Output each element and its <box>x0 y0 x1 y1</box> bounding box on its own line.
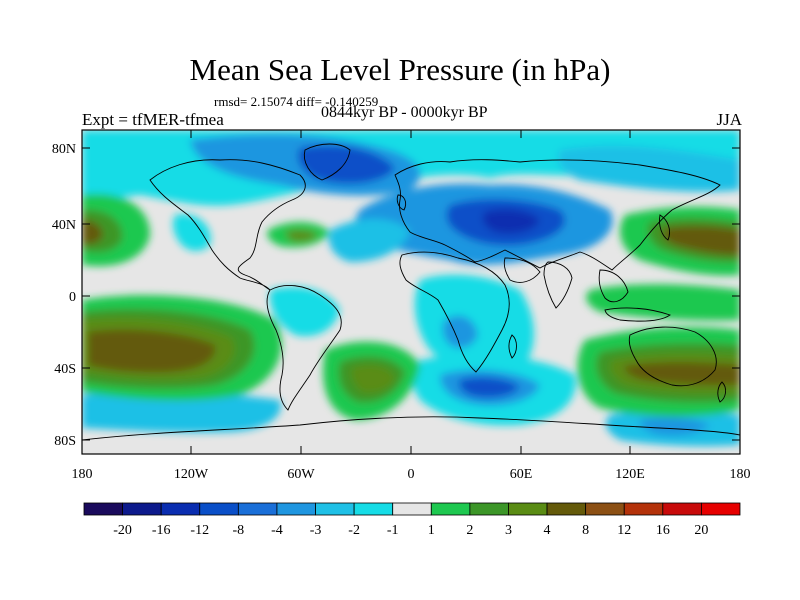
lat-label: 80S <box>54 434 76 449</box>
coast-uk <box>396 194 407 211</box>
colorbar-label: -1 <box>387 523 399 538</box>
coast-greenland <box>303 143 351 181</box>
lat-labels: 80N 40N 0 40S 80S <box>52 142 76 449</box>
coast-japan <box>659 214 671 241</box>
colorbar-label: -4 <box>271 523 283 538</box>
coast-south-america <box>266 284 342 411</box>
coast-australia <box>628 326 717 387</box>
blue-atlantic <box>328 218 410 262</box>
season-label: JJA <box>716 110 742 129</box>
colorbar-swatch <box>122 502 162 516</box>
cyan-siberia <box>558 145 740 192</box>
chart-title: Mean Sea Level Pressure (in hPa) <box>189 52 611 87</box>
colorbar-label: 1 <box>428 523 435 538</box>
coast-north-america <box>149 159 306 291</box>
colorbar-label: -16 <box>152 523 171 538</box>
colorbar-swatch <box>237 502 278 516</box>
coast-europe-asia <box>394 159 721 271</box>
coast-india <box>543 261 573 309</box>
brown-pacific-ne <box>662 225 740 256</box>
blue-southern-indian-core <box>459 377 520 398</box>
lon-label: 60W <box>287 467 315 482</box>
colorbar-label: 3 <box>505 523 512 538</box>
green-indian-tropics <box>586 284 740 321</box>
colorbar-swatch <box>315 502 355 516</box>
colorbar-label: -12 <box>190 523 209 538</box>
lon-labels: 180 120W 60W 0 60E 120E 180 <box>72 467 751 482</box>
coast-southeast-asia <box>598 269 629 303</box>
lat-label: 40N <box>52 218 76 233</box>
colorbar-swatch <box>508 502 548 516</box>
colorbar-label: 8 <box>582 523 589 538</box>
experiment-label: Expt = tfMER-tfmea <box>82 110 224 129</box>
olive2-atlantic-south <box>351 365 395 393</box>
colorbar-swatch <box>353 502 394 516</box>
colorbar-swatch <box>701 502 741 516</box>
lon-label: 60E <box>510 467 533 482</box>
cyan-south-america <box>269 286 340 337</box>
lat-label: 0 <box>69 290 76 305</box>
colorbar-swatch <box>83 502 123 516</box>
colorbar-swatch <box>392 502 432 516</box>
coast-arabia <box>503 257 541 283</box>
colorbar-label: 4 <box>544 523 551 538</box>
lon-label: 120E <box>615 467 645 482</box>
cyan-southern-west <box>82 391 281 433</box>
colorbar-labels: -20 -16 -12 -8 -4 -3 -2 -1 1 2 3 4 8 12 16 20 <box>113 523 708 538</box>
coast-indonesia <box>604 307 671 322</box>
coastlines <box>82 143 740 441</box>
colorbar-label: 16 <box>656 523 670 538</box>
colorbar-swatch <box>662 502 702 516</box>
lon-label: 0 <box>408 467 415 482</box>
colorbar-swatch <box>160 502 201 516</box>
blue-arctic-core <box>298 145 395 184</box>
pressure-field <box>82 130 740 454</box>
lat-label: 40S <box>54 362 76 377</box>
olive-atlantic-north <box>285 229 318 242</box>
tick-marks <box>81 130 741 454</box>
colorbar-label: -8 <box>233 523 245 538</box>
colorbar-swatch <box>469 502 509 516</box>
colorbar-swatch <box>276 502 316 516</box>
colorbar-label: -3 <box>310 523 322 538</box>
colorbar-swatch <box>585 502 625 516</box>
colorbar-swatch <box>623 502 664 516</box>
colorbar-label: 2 <box>466 523 473 538</box>
blue-africa <box>442 315 478 349</box>
stats-label: rmsd= 2.15074 diff= -0.140259 <box>214 94 379 109</box>
colorbar-label: -2 <box>348 523 360 538</box>
coast-madagascar <box>508 334 517 359</box>
colorbar-label: 20 <box>694 523 708 538</box>
cyan-pacific-west <box>173 214 211 252</box>
period-label: 0844kyr BP - 0000kyr BP <box>321 104 488 121</box>
brown-indian-south <box>624 362 740 386</box>
brown-pacific-south <box>88 329 216 373</box>
coast-africa <box>399 251 510 373</box>
colorbar-swatch <box>430 502 471 516</box>
brown-pacific-nw <box>82 220 103 245</box>
blue-southern-east <box>639 417 710 436</box>
lon-label: 180 <box>730 467 751 482</box>
colorbar-swatch <box>546 502 587 516</box>
lon-label: 180 <box>72 467 93 482</box>
lon-label: 120W <box>174 467 209 482</box>
blue-asia-deep <box>482 209 540 234</box>
coast-antarctica <box>82 416 740 441</box>
colorbar-label: -20 <box>113 523 132 538</box>
coast-new-zealand <box>717 381 727 403</box>
colorbar-swatch <box>199 502 239 516</box>
colorbar-label: 12 <box>617 523 631 538</box>
colorbar <box>83 502 741 516</box>
lat-label: 80N <box>52 142 76 157</box>
